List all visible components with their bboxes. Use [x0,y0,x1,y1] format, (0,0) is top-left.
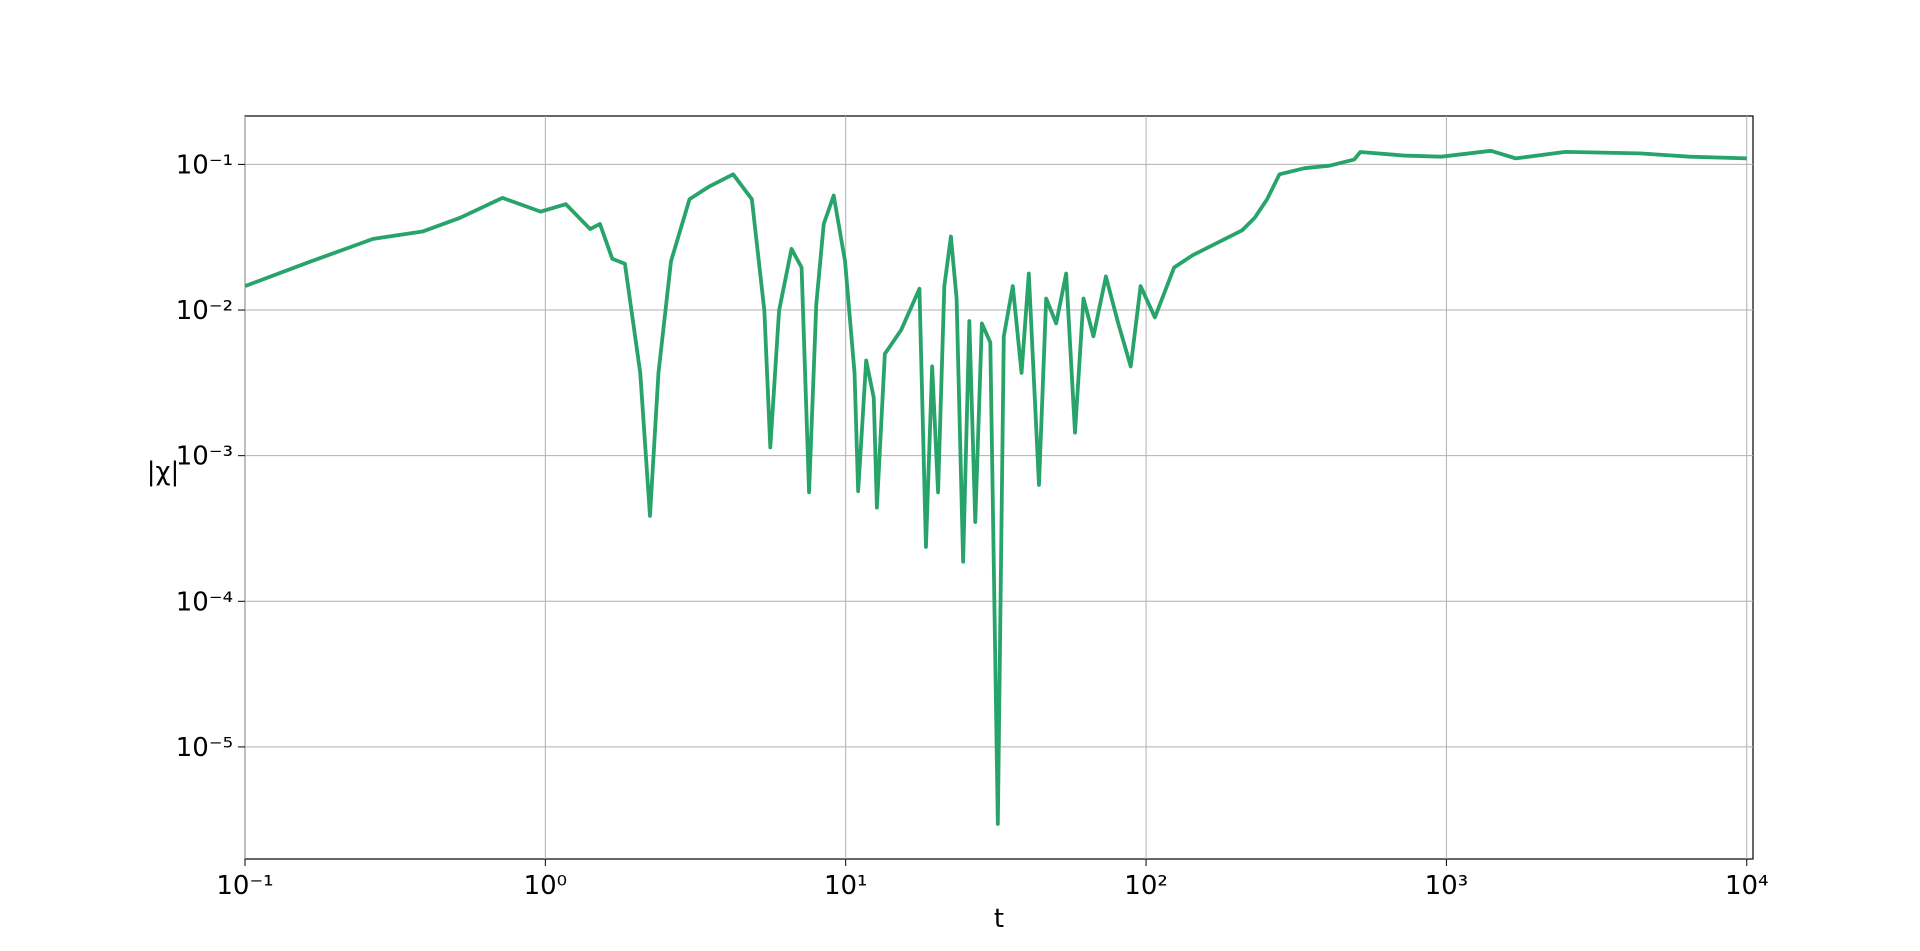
plot-area [245,148,1747,826]
x-axis-label: t [994,904,1004,934]
x-tick-label: 10⁴ [1725,871,1769,901]
x-tick-label: 10³ [1425,871,1469,901]
y-tick-label: 10⁻² [176,296,233,326]
y-tick-label: 10⁻⁴ [176,587,233,617]
x-tick-label: 10⁰ [524,871,568,901]
y-tick-label: 10⁻⁵ [176,733,233,763]
y-tick-label: 10⁻¹ [176,150,233,180]
data-line [245,148,1747,826]
y-tick-label: 10⁻³ [176,442,233,472]
x-tick-label: 10² [1124,871,1168,901]
x-tick-label: 10⁻¹ [216,871,273,901]
y-axis-label: |χ| [147,457,180,487]
x-tick-label: 10¹ [824,871,868,901]
